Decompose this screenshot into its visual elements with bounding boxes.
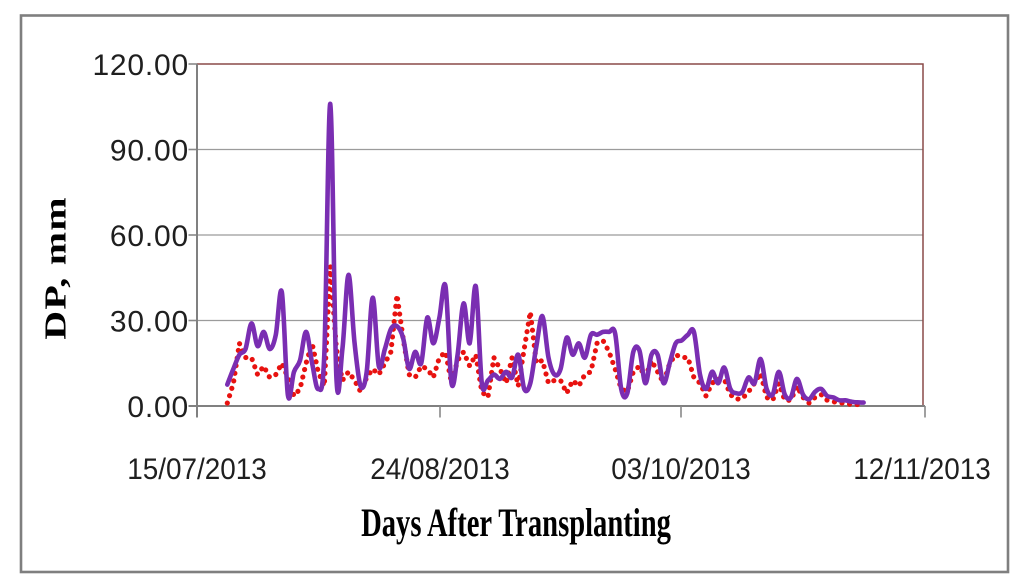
svg-text:90.00: 90.00 bbox=[110, 134, 189, 167]
svg-text:DP, mm: DP, mm bbox=[38, 196, 72, 339]
svg-text:60.00: 60.00 bbox=[110, 220, 189, 253]
svg-text:12/11/2013: 12/11/2013 bbox=[853, 453, 990, 486]
svg-text:15/07/2013: 15/07/2013 bbox=[127, 453, 267, 486]
svg-text:03/10/2013: 03/10/2013 bbox=[611, 453, 751, 486]
svg-text:30.00: 30.00 bbox=[110, 305, 189, 338]
svg-text:Days After Transplanting: Days After Transplanting bbox=[361, 500, 671, 545]
svg-text:24/08/2013: 24/08/2013 bbox=[370, 453, 510, 486]
svg-text:120.00: 120.00 bbox=[92, 49, 189, 82]
svg-text:0.00: 0.00 bbox=[127, 391, 189, 424]
